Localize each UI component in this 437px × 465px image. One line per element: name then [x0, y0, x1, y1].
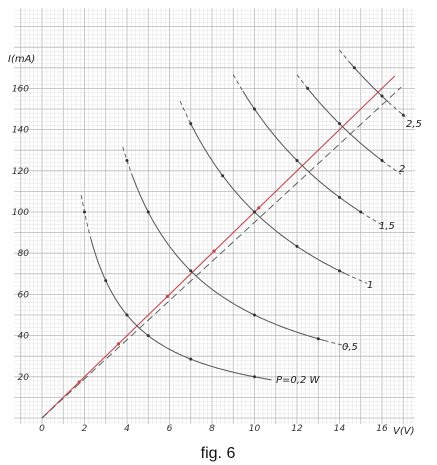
y-tick-label: 140	[12, 126, 29, 136]
hyperbola-point	[146, 210, 150, 214]
load-lines	[41, 75, 402, 419]
hyperbola-point	[359, 210, 363, 214]
hyperbola-curve-tail	[381, 160, 402, 175]
curve-label: 1	[367, 280, 373, 291]
y-tick-label: 60	[18, 290, 30, 300]
hyperbola-point	[125, 159, 129, 162]
curve-label: 0,5	[342, 342, 358, 353]
load-line-red	[41, 75, 396, 419]
hyperbola-point	[352, 66, 356, 70]
y-axis-label: I(mA)	[8, 54, 35, 65]
hyperbola-point	[189, 357, 193, 361]
hyperbola-point	[146, 334, 150, 338]
x-tick-label: 6	[167, 424, 173, 434]
y-tick-label: 120	[12, 167, 29, 177]
hyperbola-curve-lead	[122, 146, 133, 176]
y-tick-label: 160	[12, 84, 29, 94]
figure-caption: fig. 6	[201, 445, 236, 462]
curve-label: 2,5	[406, 119, 422, 130]
hyperbola-point	[316, 337, 320, 341]
load-line-point	[212, 249, 216, 253]
load-line-point	[165, 294, 169, 299]
x-tick-label: 0	[39, 424, 45, 434]
x-tick-label: 10	[249, 424, 261, 434]
hyperbola-point	[253, 107, 256, 111]
hyperbola-point	[295, 159, 299, 162]
hyperbola-point	[253, 375, 256, 379]
hyperbola-point	[338, 195, 341, 199]
hyperbola-curve-tail	[345, 273, 368, 284]
hyperbola-point	[380, 94, 384, 98]
x-tick-label: 16	[376, 424, 388, 434]
hyperbola-curve	[131, 175, 325, 342]
x-tick-label: 14	[334, 424, 346, 434]
hyperbola-curve	[189, 121, 347, 275]
axes: 0 2 4 6 8 10 12 14 1620406080100120140160I(mA)V(…	[8, 54, 414, 437]
y-tick-label: 80	[18, 249, 30, 259]
hyperbola-curve	[306, 86, 383, 161]
hyperbola-point	[401, 113, 405, 117]
hyperbola-curves	[80, 49, 406, 381]
hyperbola-point	[380, 159, 384, 162]
hyperbola-curve-tail	[388, 101, 406, 118]
hyperbola-curve	[242, 90, 362, 213]
hyperbola-curve-tail	[324, 340, 351, 348]
hyperbola-curve	[90, 238, 272, 381]
hyperbola-point	[125, 313, 129, 317]
hyperbola-point	[253, 313, 256, 317]
hyperbola-point	[338, 122, 341, 126]
hyperbola-point	[306, 86, 310, 90]
hyperbola-curve-lead	[296, 74, 307, 88]
curve-label: 2	[399, 164, 405, 175]
x-tick-label: 4	[124, 424, 130, 434]
load-line-point	[116, 342, 121, 346]
curve-label: P=0,2 W	[276, 375, 320, 386]
hyperbola-point	[295, 244, 299, 248]
hyperbola-point	[253, 210, 256, 214]
hyperbola-point	[189, 269, 193, 273]
hyperbola-point	[104, 279, 108, 283]
y-tick-label: 40	[18, 332, 30, 342]
load-line-point	[77, 380, 81, 384]
hyperbola-curve-lead	[179, 100, 191, 122]
load-line-dashed	[41, 86, 402, 419]
x-tick-label: 2	[82, 424, 88, 434]
x-axis-label: V(V)	[393, 426, 414, 437]
load-line-point	[257, 206, 261, 210]
y-tick-label: 20	[18, 373, 30, 383]
x-tick-label: 12	[291, 424, 303, 434]
hyperbola-curve-lead	[339, 49, 350, 63]
hyperbola-point	[83, 210, 86, 214]
y-tick-label: 100	[12, 208, 29, 218]
hyperbola-point	[221, 174, 225, 178]
x-tick-label: 8	[209, 424, 215, 434]
hyperbola-point	[189, 122, 193, 126]
hyperbola-curve-lead	[80, 195, 92, 239]
hyperbola-curve-lead	[232, 74, 244, 92]
hyperbola-point	[338, 269, 341, 273]
curve-label: 1,5	[379, 221, 395, 232]
labels: P=0,2 W 0,5 1 1,5 2 2,5	[276, 119, 422, 386]
grid	[14, 8, 415, 424]
